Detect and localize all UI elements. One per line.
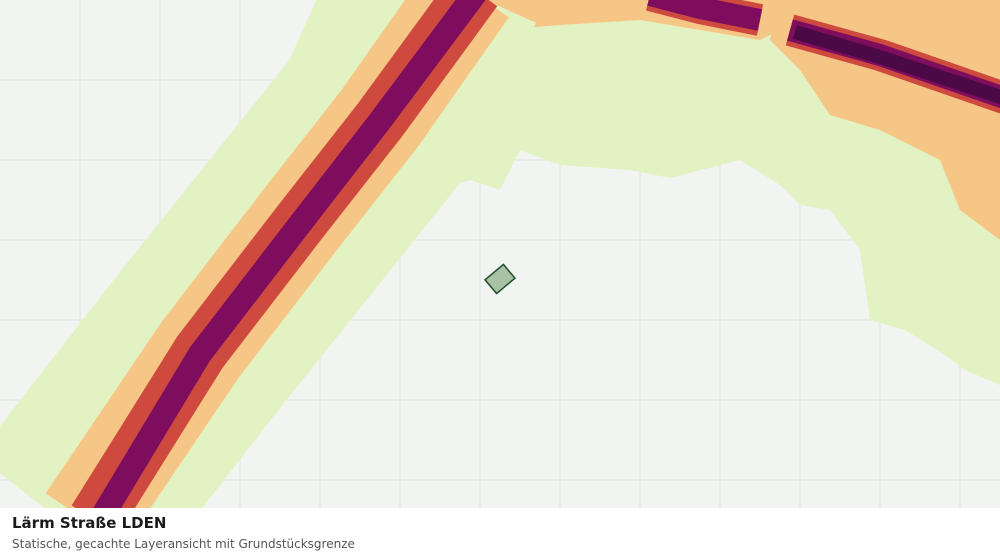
caption: Lärm Straße LDEN Statische, gecachte Lay… [0,508,1000,560]
road-noise-bands [0,0,1000,508]
map-title: Lärm Straße LDEN [12,514,167,532]
map-subtitle: Statische, gecachte Layeransicht mit Gru… [12,537,355,551]
parcel-boundary [483,263,517,295]
noise-map [0,0,1000,508]
